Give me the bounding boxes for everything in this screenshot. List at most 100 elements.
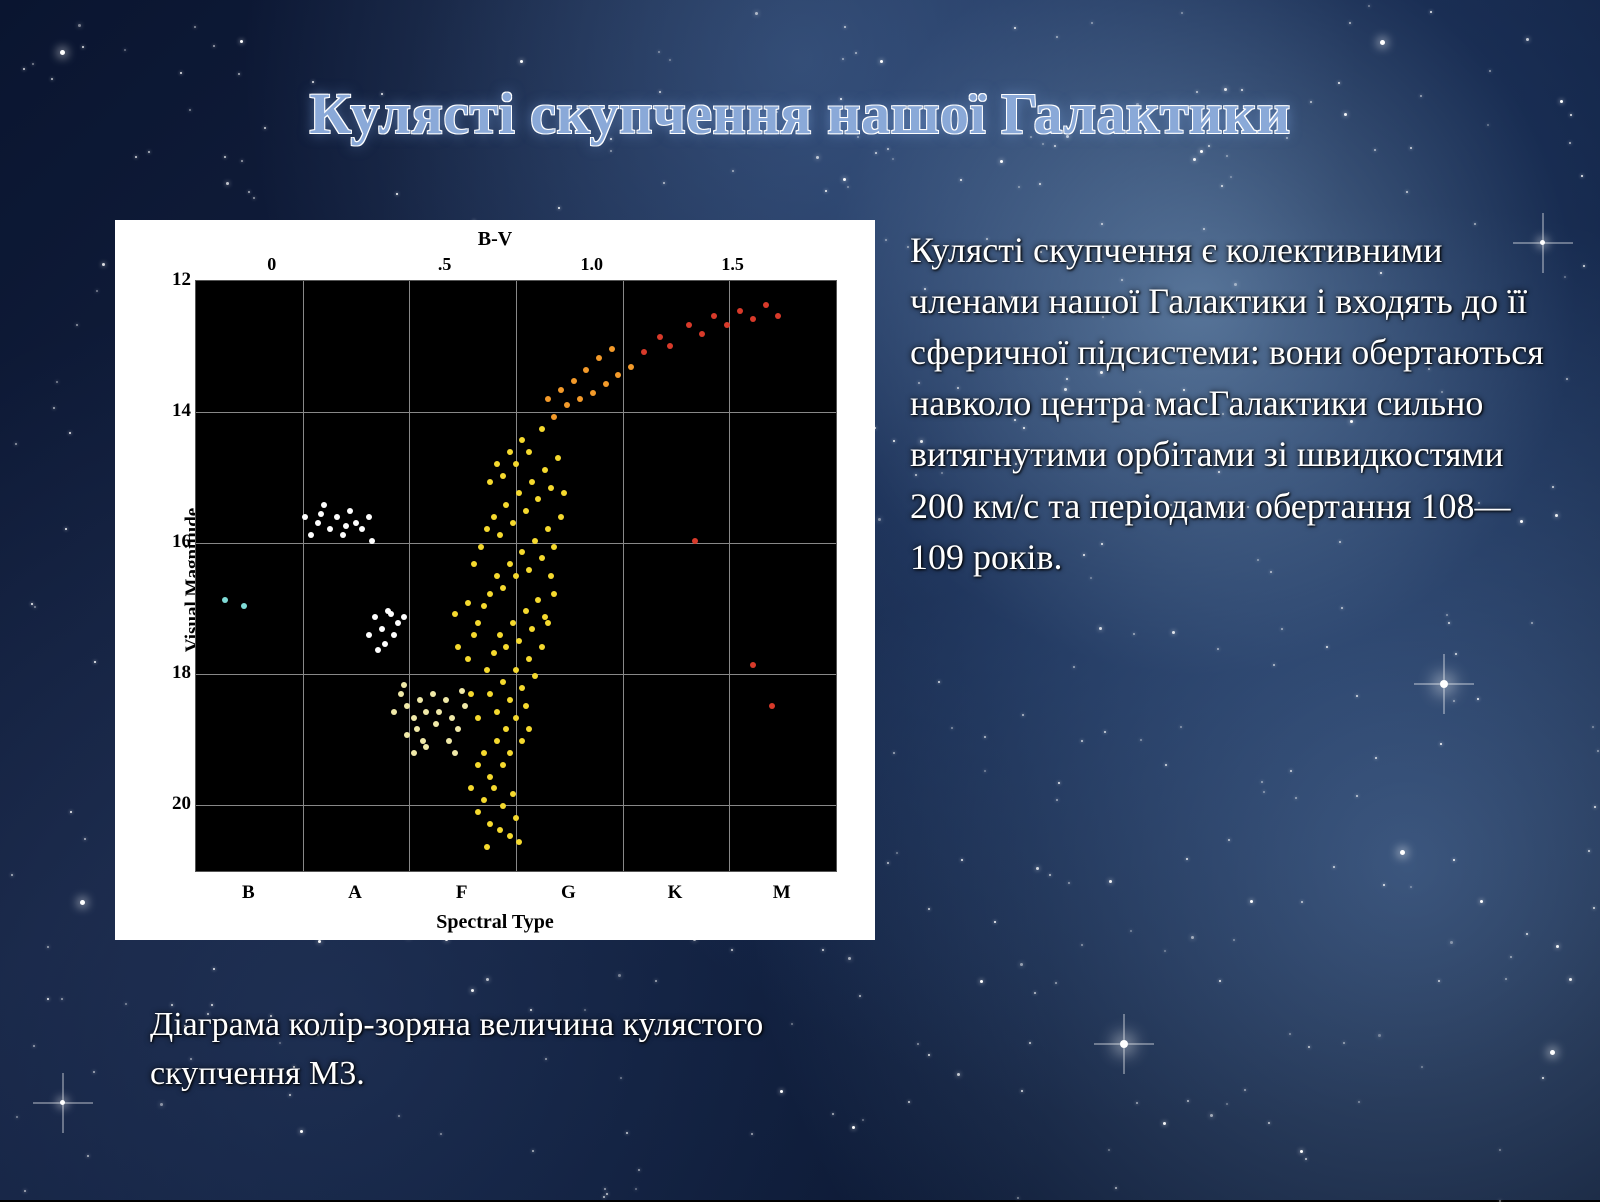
chart-point xyxy=(417,697,423,703)
chart-point xyxy=(500,803,506,809)
chart-point xyxy=(398,691,404,697)
chart-point xyxy=(551,414,557,420)
body-text: Кулясті скупчення є колективними членами… xyxy=(910,225,1550,583)
chart-point xyxy=(551,544,557,550)
chart-point xyxy=(555,455,561,461)
chart-point xyxy=(711,313,717,319)
chart-point xyxy=(321,502,327,508)
chart-point xyxy=(513,667,519,673)
chart-point xyxy=(519,437,525,443)
hr-diagram-chart: B-V Visual Magnitude Spectral Type 12141… xyxy=(115,220,875,940)
chart-point xyxy=(516,839,522,845)
chart-point xyxy=(494,738,500,744)
chart-point xyxy=(750,662,756,668)
chart-point xyxy=(763,302,769,308)
chart-point xyxy=(315,520,321,526)
chart-point xyxy=(340,532,346,538)
chart-point xyxy=(513,461,519,467)
chart-plot-area xyxy=(195,280,837,872)
chart-point xyxy=(507,449,513,455)
chart-point xyxy=(494,709,500,715)
chart-point xyxy=(497,532,503,538)
chart-point xyxy=(318,511,324,517)
chart-point xyxy=(449,715,455,721)
chart-point xyxy=(523,608,529,614)
chart-point xyxy=(481,603,487,609)
chart-top-tick: .5 xyxy=(438,254,452,275)
chart-point xyxy=(548,573,554,579)
chart-point xyxy=(526,449,532,455)
chart-point xyxy=(491,785,497,791)
chart-point xyxy=(500,679,506,685)
chart-point xyxy=(513,715,519,721)
chart-point xyxy=(545,620,551,626)
chart-point xyxy=(519,738,525,744)
chart-point xyxy=(471,632,477,638)
chart-point xyxy=(519,549,525,555)
chart-caption: Діаграма колір-зоряна величина кулястого… xyxy=(150,1000,810,1099)
chart-top-tick: 1.0 xyxy=(581,254,604,275)
chart-point xyxy=(686,322,692,328)
chart-point xyxy=(526,656,532,662)
chart-point xyxy=(529,479,535,485)
chart-point xyxy=(375,647,381,653)
chart-point xyxy=(359,526,365,532)
chart-point xyxy=(369,538,375,544)
chart-point xyxy=(222,597,228,603)
chart-point xyxy=(609,346,615,352)
chart-xtick: F xyxy=(456,882,468,904)
chart-point xyxy=(769,703,775,709)
chart-point xyxy=(478,544,484,550)
chart-point xyxy=(487,479,493,485)
chart-xtick: A xyxy=(348,882,362,904)
chart-point xyxy=(465,656,471,662)
chart-point xyxy=(353,520,359,526)
chart-point xyxy=(452,611,458,617)
chart-point xyxy=(388,611,394,617)
chart-point xyxy=(558,514,564,520)
chart-point xyxy=(590,390,596,396)
chart-point xyxy=(692,538,698,544)
chart-point xyxy=(737,308,743,314)
chart-point xyxy=(667,343,673,349)
chart-top-tick: 0 xyxy=(267,254,276,275)
chart-point xyxy=(577,396,583,402)
chart-point xyxy=(545,526,551,532)
chart-point xyxy=(327,526,333,532)
chart-point xyxy=(500,762,506,768)
chart-point xyxy=(513,573,519,579)
chart-point xyxy=(465,600,471,606)
chart-point xyxy=(334,514,340,520)
chart-point xyxy=(516,638,522,644)
chart-point xyxy=(503,726,509,732)
chart-point xyxy=(699,331,705,337)
chart-point xyxy=(551,591,557,597)
chart-point xyxy=(468,691,474,697)
chart-point xyxy=(523,703,529,709)
chart-ytick: 20 xyxy=(153,793,191,815)
chart-point xyxy=(507,750,513,756)
chart-point xyxy=(404,703,410,709)
chart-ytick: 12 xyxy=(153,269,191,291)
chart-point xyxy=(404,732,410,738)
chart-point xyxy=(446,738,452,744)
chart-xtick: B xyxy=(242,882,255,904)
chart-xtick: G xyxy=(561,882,576,904)
chart-point xyxy=(487,821,493,827)
chart-point xyxy=(468,785,474,791)
chart-point xyxy=(391,709,397,715)
chart-top-axis-label: B-V xyxy=(115,228,875,251)
chart-point xyxy=(545,396,551,402)
chart-point xyxy=(481,750,487,756)
chart-x-axis-label: Spectral Type xyxy=(115,911,875,934)
chart-point xyxy=(395,620,401,626)
chart-point xyxy=(487,591,493,597)
chart-point xyxy=(510,620,516,626)
chart-point xyxy=(500,473,506,479)
chart-point xyxy=(507,561,513,567)
chart-point xyxy=(452,750,458,756)
chart-point xyxy=(308,532,314,538)
chart-point xyxy=(391,632,397,638)
chart-point xyxy=(561,490,567,496)
chart-point xyxy=(462,703,468,709)
